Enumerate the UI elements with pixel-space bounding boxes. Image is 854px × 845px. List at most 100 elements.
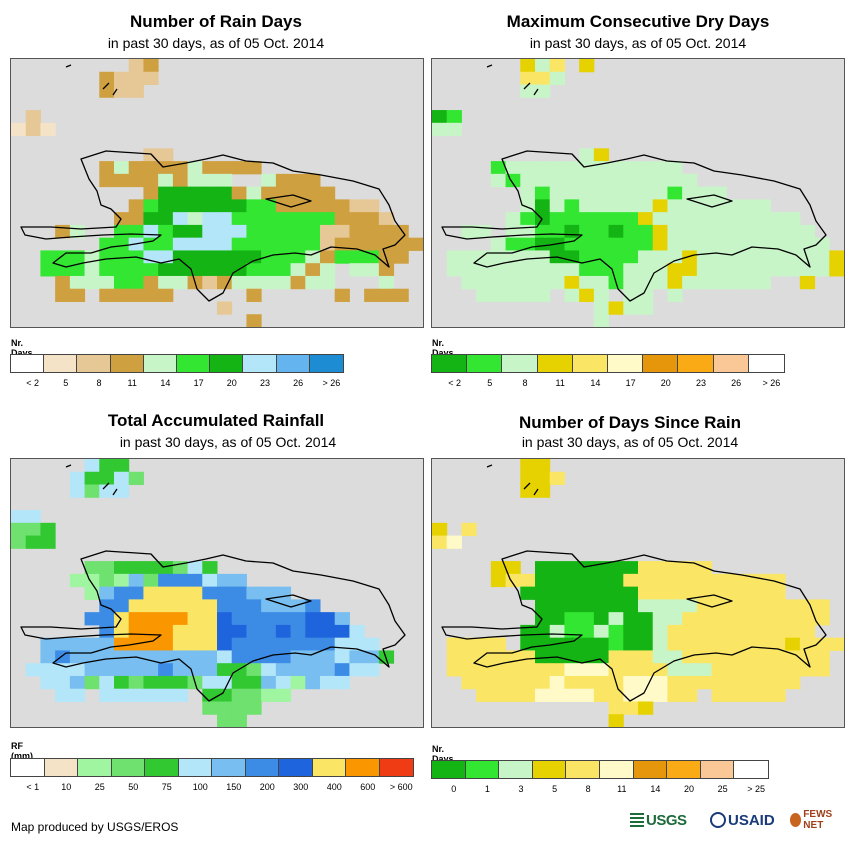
grid-cell xyxy=(217,637,233,651)
grid-cell xyxy=(349,212,365,226)
map-rainfall[interactable] xyxy=(10,458,424,728)
grid-cell xyxy=(290,275,306,290)
grid-cell xyxy=(755,650,771,664)
grid-cell xyxy=(608,224,624,239)
panel-title: Number of Rain Days xyxy=(130,12,302,31)
legend-tick-label: 20 xyxy=(226,378,237,388)
grid-cell xyxy=(69,250,86,264)
grid-cell xyxy=(290,663,306,677)
legend-tick-label: 5 xyxy=(487,378,493,388)
legend-swatch xyxy=(210,355,244,372)
grid-cell xyxy=(114,237,130,251)
grid-cell xyxy=(667,637,683,651)
legend-swatch xyxy=(111,759,145,776)
grid-cell xyxy=(114,688,130,702)
grid-cell xyxy=(505,573,521,588)
legend-swatch xyxy=(309,355,343,372)
grid-cell xyxy=(25,110,41,124)
grid-cell xyxy=(114,173,130,188)
grid-cell xyxy=(40,522,56,537)
grid-cell xyxy=(128,275,144,290)
grid-cell xyxy=(608,212,624,226)
grid-cell xyxy=(172,663,189,677)
grid-cell xyxy=(187,212,203,226)
map-since-rain[interactable] xyxy=(431,458,845,728)
grid-cell xyxy=(408,237,423,251)
grid-cell xyxy=(84,263,100,277)
grid-cell xyxy=(187,199,203,213)
grid-cell xyxy=(275,212,292,226)
map-dry-days[interactable] xyxy=(431,58,845,328)
grid-cell xyxy=(549,573,565,588)
grid-cell xyxy=(593,186,610,200)
grid-cell xyxy=(217,688,233,702)
grid-cell xyxy=(505,173,521,188)
grid-cell xyxy=(446,263,462,277)
grid-cell xyxy=(461,522,477,537)
map-grid xyxy=(432,59,844,327)
grid-cell xyxy=(638,275,654,290)
grid-cell xyxy=(69,663,86,677)
grid-cell xyxy=(158,173,174,188)
grid-cell xyxy=(520,59,536,73)
grid-cell xyxy=(261,199,277,213)
grid-cell xyxy=(682,612,698,626)
grid-cell xyxy=(334,650,350,664)
grid-cell xyxy=(726,199,742,213)
grid-cell xyxy=(84,561,100,575)
legend-tick-label: 11 xyxy=(127,378,137,388)
grid-cell xyxy=(143,161,159,175)
legend-swatch xyxy=(78,759,112,776)
grid-cell xyxy=(432,522,448,537)
grid-cell xyxy=(726,675,742,690)
grid-cell xyxy=(217,675,233,690)
grid-cell xyxy=(579,650,595,664)
grid-cell xyxy=(446,650,462,664)
grid-cell xyxy=(535,250,551,264)
grid-cell xyxy=(755,275,771,290)
grid-cell xyxy=(726,263,742,277)
grid-cell xyxy=(564,612,580,626)
grid-cell xyxy=(476,663,492,677)
grid-cell xyxy=(364,637,380,651)
grid-cell xyxy=(579,599,595,613)
grid-cell xyxy=(246,612,262,626)
grid-cell xyxy=(652,212,668,226)
grid-cell xyxy=(364,199,380,213)
island-outline xyxy=(486,64,539,96)
grid-cell xyxy=(490,573,507,588)
grid-cell xyxy=(143,561,159,575)
grid-cell xyxy=(652,650,668,664)
grid-cell xyxy=(202,275,218,290)
grid-cell xyxy=(579,173,595,188)
grid-cell xyxy=(638,199,654,213)
grid-cell xyxy=(638,250,654,264)
map-rain-days[interactable] xyxy=(10,58,424,328)
grid-cell xyxy=(579,561,595,575)
grid-cell xyxy=(682,586,698,600)
grid-cell xyxy=(667,573,683,588)
grid-cell xyxy=(726,237,742,251)
grid-cell xyxy=(814,663,830,677)
grid-cell xyxy=(608,237,624,251)
grid-cell xyxy=(202,212,218,226)
grid-cell xyxy=(290,263,306,277)
grid-cell xyxy=(741,275,757,290)
grid-cell xyxy=(231,637,247,651)
grid-cell xyxy=(55,263,71,277)
grid-cell xyxy=(114,637,130,651)
grid-cell xyxy=(172,275,189,290)
grid-cell xyxy=(711,650,727,664)
grid-cell xyxy=(535,161,551,175)
grid-cell xyxy=(275,250,292,264)
grid-cell xyxy=(623,186,639,200)
grid-cell xyxy=(741,663,757,677)
grid-cell xyxy=(652,173,668,188)
grid-cell xyxy=(334,212,350,226)
legend-tick-label: 8 xyxy=(585,784,591,794)
grid-cell xyxy=(564,586,580,600)
grid-cell xyxy=(623,612,639,626)
grid-cell xyxy=(564,237,580,251)
grid-cell xyxy=(696,637,713,651)
grid-cell xyxy=(290,599,306,613)
